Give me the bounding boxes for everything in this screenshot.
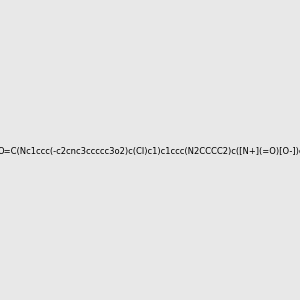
Text: O=C(Nc1ccc(-c2cnc3ccccc3o2)c(Cl)c1)c1ccc(N2CCCC2)c([N+](=O)[O-])c1: O=C(Nc1ccc(-c2cnc3ccccc3o2)c(Cl)c1)c1ccc… xyxy=(0,147,300,156)
